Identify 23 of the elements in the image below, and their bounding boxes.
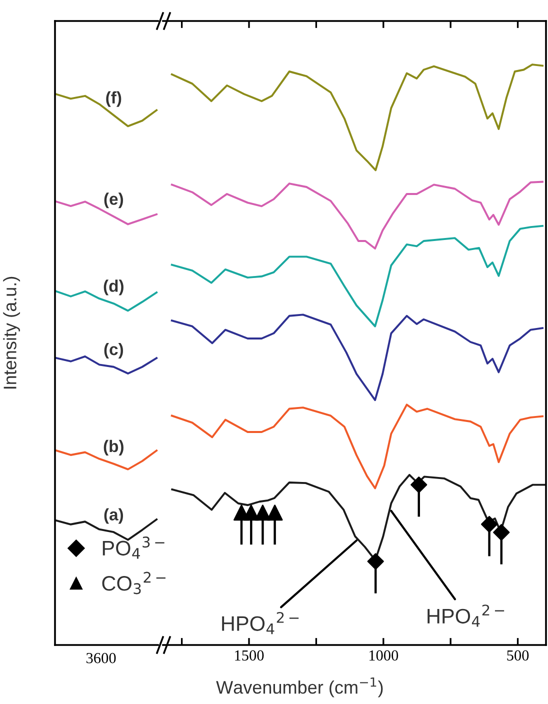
- x-tick-label: 1000: [369, 650, 398, 661]
- point: [254, 504, 271, 521]
- x-axis-title: Wavenumber (cm$^{−1}$): [216, 677, 383, 698]
- point: [243, 504, 260, 521]
- annotation: HPO$_{4}$$^{2−}$: [428, 604, 504, 627]
- series-label: (d): [104, 280, 124, 296]
- series-label: (b): [104, 440, 124, 456]
- series-label: (f): [106, 91, 122, 107]
- point: [493, 524, 510, 541]
- series-label: (c): [104, 343, 124, 359]
- x-tick-label: 500: [507, 650, 529, 661]
- legend-label: PO$_{4}$$^{3−}$: [102, 536, 164, 559]
- text: 3600: [86, 652, 116, 664]
- legend-label: CO$_{3}$$^{2−}$: [102, 572, 166, 594]
- series-label: (e): [104, 192, 124, 208]
- y-axis-title: Intensity (a.u.): [3, 276, 20, 389]
- point: [367, 553, 384, 570]
- point: [480, 516, 498, 533]
- x-tick-label: 1500: [235, 650, 264, 661]
- point: [266, 504, 283, 521]
- series-label: (a): [104, 508, 124, 524]
- point: [410, 476, 428, 494]
- annotation: HPO$_{4}$$^{2−}$: [222, 612, 299, 634]
